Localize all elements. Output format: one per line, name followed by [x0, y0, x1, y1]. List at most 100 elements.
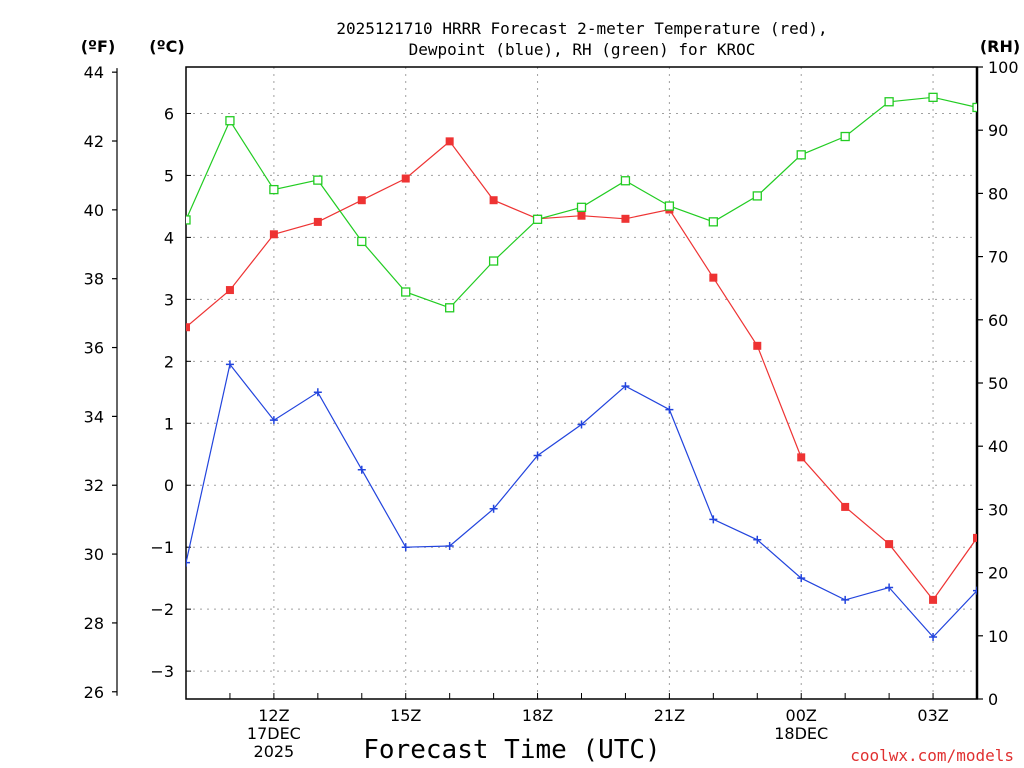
fahrenheit-tick-label: 28 — [84, 614, 104, 633]
temperature-point — [621, 214, 630, 223]
temperature-point — [269, 230, 278, 239]
time-tick-label: 12Z — [258, 706, 289, 725]
dewpoint-point — [929, 633, 938, 642]
fahrenheit-tick-label: 36 — [84, 339, 104, 358]
rh-unit-label: (RH) — [980, 37, 1020, 56]
temperature-point — [753, 341, 762, 350]
celsius-tick-label: 5 — [164, 166, 174, 185]
dewpoint-point — [489, 504, 498, 513]
celsius-tick-label: 3 — [164, 290, 174, 309]
rh-tick-label: 70 — [988, 248, 1008, 267]
fahrenheit-unit-label: (ºF) — [81, 37, 116, 56]
chart-title-line1: 2025121710 HRRR Forecast 2-meter Tempera… — [336, 19, 827, 38]
temperature-point — [445, 137, 454, 146]
time-tick-label: 21Z — [654, 706, 685, 725]
time-tick-label: 18Z — [522, 706, 553, 725]
rh-point — [445, 303, 455, 313]
dewpoint-point — [269, 416, 278, 425]
rh-tick-label: 80 — [988, 184, 1008, 203]
dewpoint-point — [797, 574, 806, 583]
temperature-point — [225, 286, 234, 295]
fahrenheit-tick-label: 26 — [84, 683, 104, 702]
rh-tick-label: 0 — [988, 690, 998, 709]
rh-tick-label: 30 — [988, 500, 1008, 519]
rh-point — [357, 236, 367, 247]
time-tick-label: 00Z — [786, 706, 817, 725]
celsius-tick-label: −2 — [150, 600, 174, 619]
rh-point — [840, 131, 850, 142]
rh-series — [186, 92, 977, 313]
rh-point — [532, 214, 543, 224]
temperature-point — [709, 273, 718, 282]
rh-point — [576, 202, 587, 212]
celsius-tick-label: 0 — [164, 476, 174, 495]
dewpoint-point — [753, 535, 762, 544]
fahrenheit-tick-label: 32 — [84, 476, 104, 495]
dewpoint-point — [186, 558, 190, 567]
rh-point — [186, 215, 191, 225]
rh-point — [708, 217, 718, 227]
dewpoint-point — [665, 405, 674, 414]
rh-tick-label: 90 — [988, 121, 1008, 140]
dewpoint-point — [973, 586, 977, 595]
fahrenheit-tick-label: 42 — [84, 132, 104, 151]
rh-point — [884, 97, 894, 107]
temperature-point — [797, 453, 806, 462]
plot-frame — [185, 66, 978, 700]
dewpoint-point — [357, 465, 366, 474]
temperature-point — [885, 540, 894, 549]
dewpoint-point — [225, 360, 234, 369]
rh-point — [664, 201, 675, 211]
dewpoint-series — [186, 360, 977, 642]
rh-point — [796, 150, 806, 160]
dewpoint-point — [533, 451, 542, 460]
temperature-point — [489, 196, 498, 205]
rh-point — [972, 102, 977, 113]
temperature-series — [186, 137, 977, 604]
fahrenheit-tick-label: 34 — [84, 407, 104, 426]
rh-line — [186, 96, 977, 309]
dewpoint-point — [621, 382, 630, 391]
time-tick-label: 15Z — [390, 706, 421, 725]
rh-tick-label: 50 — [988, 374, 1008, 393]
dewpoint-point — [577, 420, 586, 429]
dewpoint-point — [401, 543, 410, 552]
temperature-point — [577, 211, 586, 220]
credit-link[interactable]: coolwx.com/models — [850, 746, 1014, 765]
fahrenheit-tick-label: 30 — [84, 545, 104, 564]
rh-point — [225, 116, 235, 126]
rh-tick-label: 100 — [988, 58, 1019, 77]
dewpoint-point — [841, 595, 850, 604]
temperature-point — [841, 502, 850, 511]
temperature-point — [973, 533, 977, 542]
temperature-point — [186, 323, 190, 332]
rh-point — [269, 184, 279, 195]
fahrenheit-tick-label: 44 — [84, 63, 104, 82]
temperature-point — [929, 595, 938, 604]
dewpoint-point — [885, 583, 894, 592]
rh-point — [928, 92, 938, 102]
dewpoint-point — [709, 515, 718, 524]
grid-lines — [186, 67, 977, 699]
time-tick-label: 17DEC — [247, 724, 301, 743]
celsius-unit-label: (ºC) — [149, 37, 184, 56]
rh-point — [401, 287, 411, 297]
rh-tick-label: 60 — [988, 311, 1008, 330]
fahrenheit-tick-label: 40 — [84, 201, 104, 220]
dewpoint-point — [445, 541, 454, 550]
fahrenheit-tick-label: 38 — [84, 270, 104, 289]
rh-point — [313, 175, 323, 185]
rh-tick-label: 40 — [988, 437, 1008, 456]
celsius-tick-label: 1 — [164, 414, 174, 433]
chart-title-line2: Dewpoint (blue), RH (green) for KROC — [409, 40, 756, 59]
rh-point — [752, 191, 762, 201]
celsius-tick-label: 6 — [164, 104, 174, 123]
rh-tick-label: 20 — [988, 564, 1008, 583]
rh-tick-label: 10 — [988, 627, 1008, 646]
rh-point — [488, 256, 499, 266]
time-tick-label: 2025 — [254, 742, 295, 761]
celsius-tick-label: −3 — [150, 662, 174, 681]
dewpoint-line — [186, 363, 977, 638]
